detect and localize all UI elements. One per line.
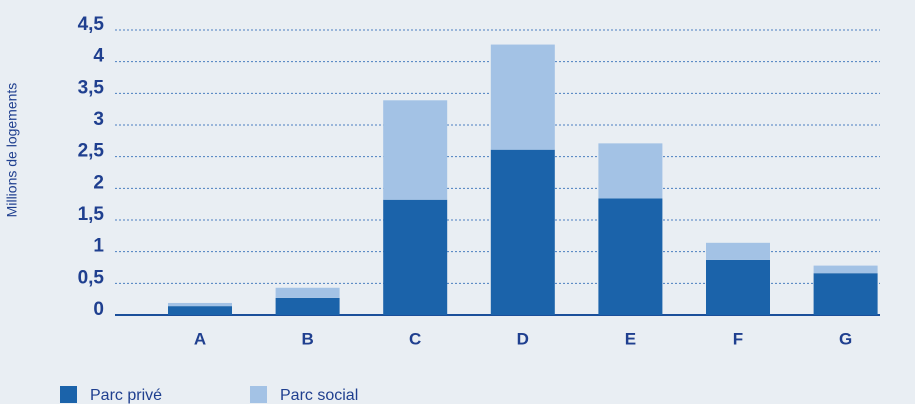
x-tick-label: A — [194, 329, 206, 348]
y-tick-label: 0 — [93, 299, 104, 320]
bar-segment — [706, 259, 770, 315]
bar-segment — [706, 242, 770, 260]
x-tick-label: B — [301, 329, 313, 348]
x-tick-label: D — [517, 329, 529, 348]
bar-segment — [598, 198, 663, 315]
legend-label: Parc social — [280, 387, 358, 404]
bar-segment — [168, 302, 232, 307]
bar-segment — [383, 100, 448, 200]
bar-segment — [275, 297, 340, 315]
x-tick-label: C — [409, 329, 421, 348]
y-tick-label: 3 — [93, 109, 104, 130]
y-tick-label: 1 — [93, 236, 104, 257]
bar-segment — [168, 306, 232, 315]
y-axis-label: Millions de logements — [4, 83, 20, 218]
bar-segment — [275, 287, 340, 298]
y-tick-label: 0,5 — [78, 267, 105, 288]
y-tick-label: 2 — [93, 172, 104, 193]
x-tick-label: E — [625, 329, 636, 348]
bar-segment — [813, 273, 878, 315]
x-tick-label: G — [839, 329, 852, 348]
bar-segment — [813, 265, 878, 274]
y-tick-label: 4 — [93, 46, 104, 67]
y-tick-label: 3,5 — [78, 77, 105, 98]
legend-swatch — [250, 386, 267, 403]
y-tick-label: 4,5 — [78, 14, 105, 35]
bar-segment — [383, 199, 448, 315]
bar-segment — [490, 44, 555, 150]
legend-swatch — [60, 386, 77, 403]
y-tick-label: 1,5 — [78, 204, 105, 225]
legend-label: Parc privé — [90, 387, 162, 404]
y-tick-label: 2,5 — [78, 141, 105, 162]
x-tick-label: F — [733, 329, 743, 348]
bar-segment — [490, 149, 555, 315]
bar-segment — [598, 143, 663, 199]
